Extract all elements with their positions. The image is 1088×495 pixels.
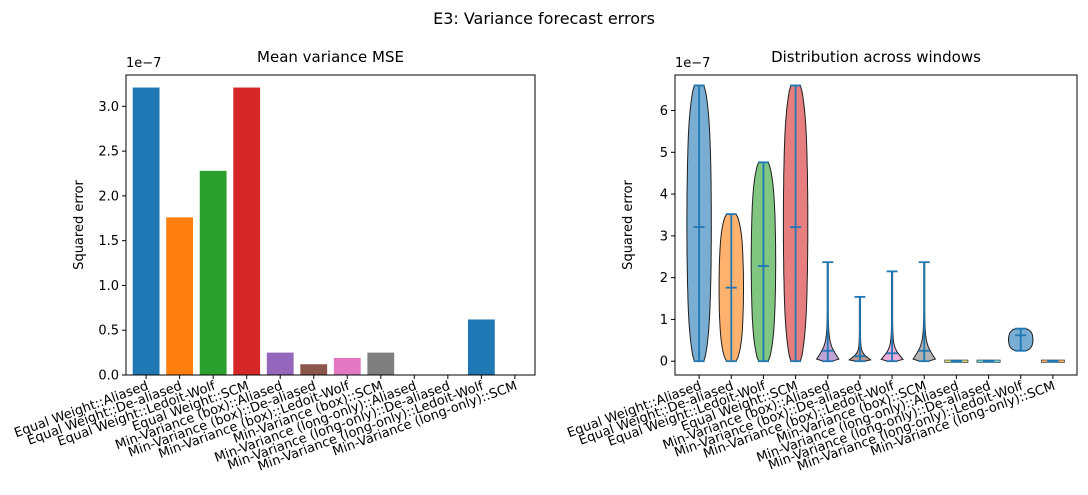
y-tick-label: 1.5 [98,234,119,249]
violin-group-equal-weight-aliased [686,84,712,363]
y-tick-label: 5 [660,146,668,161]
bar-equal-weight-de-aliased [166,217,194,375]
bar-equal-weight-ledoit-wolf [199,170,227,375]
y-tick-label: 0 [660,355,668,370]
bar-chart-title: Mean variance MSE [257,48,404,66]
y-tick-label: 4 [660,188,668,203]
violin-chart-offset-label: 1e−7 [675,56,710,71]
bar-chart-frame [125,74,536,376]
bar-chart-offset-label: 1e−7 [126,56,161,71]
figure-title: E3: Variance forecast errors [433,9,655,28]
y-tick-label: 2.0 [98,189,119,204]
violin-group-min-variance-box-scm [912,261,937,363]
violin-group-min-variance-long-only-aliased [944,359,969,363]
violin-group-equal-weight-de-aliased [718,213,744,363]
y-tick-label: 2 [660,271,668,286]
bar-min-variance-box-de-aliased [300,364,328,375]
violin-chart-title: Distribution across windows [771,48,981,66]
y-tick-label: 2.5 [98,145,119,160]
violin-group-equal-weight-ledoit-wolf [750,161,777,363]
violin-group-min-variance-box-de-aliased [848,295,872,363]
violin-group-equal-weight-scm [782,84,809,363]
violin-chart-ylabel: Squared error [621,180,636,270]
violin-group-min-variance-long-only-ledoit-wolf [1008,327,1034,352]
bar-equal-weight-scm [233,87,261,375]
y-tick-label: 1 [660,313,668,328]
y-tick-label: 6 [660,104,668,119]
y-tick-label: 0.5 [98,324,119,339]
violin-group-min-variance-box-aliased [815,261,840,363]
y-tick-label: 1.0 [98,279,119,294]
violin-chart-frame [674,74,1078,376]
bar-min-variance-box-ledoit-wolf [333,357,361,375]
y-tick-label: 3.0 [98,100,119,115]
y-tick-label: 0.0 [98,369,119,384]
violin-group-min-variance-box-ledoit-wolf [880,270,904,363]
bar-min-variance-long-only-ledoit-wolf [467,319,495,375]
bar-chart-ylabel: Squared error [72,180,87,270]
y-tick-label: 3 [660,229,668,244]
bar-equal-weight-aliased [132,87,160,375]
violin-group-min-variance-long-only-scm [1040,359,1065,363]
bar-min-variance-box-scm [367,352,395,375]
violin-group-min-variance-long-only-de-aliased [976,359,1001,363]
bar-min-variance-box-aliased [266,352,294,375]
